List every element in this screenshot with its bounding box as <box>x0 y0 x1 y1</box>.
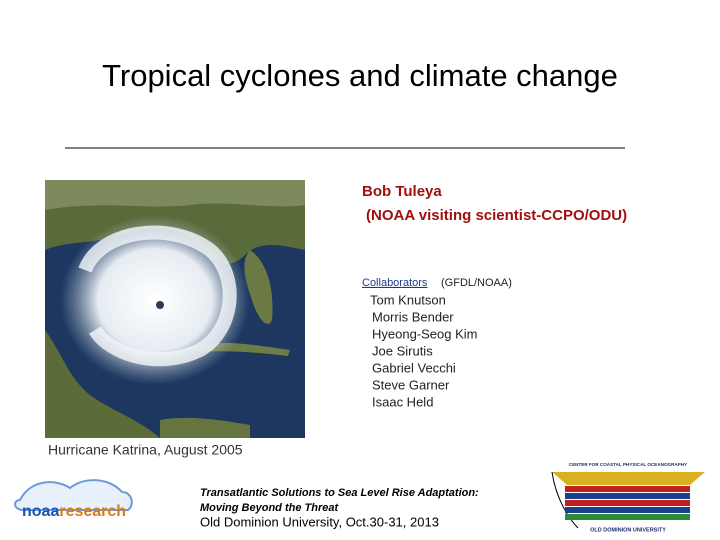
image-caption: Hurricane Katrina, August 2005 <box>48 442 243 458</box>
odu-logo-top: CENTER FOR COASTAL PHYSICAL OCEANOGRAPHY <box>569 462 687 467</box>
footer-line: Moving Beyond the Threat <box>200 502 339 514</box>
collaborators-affiliation: (GFDL/NOAA) <box>441 277 512 289</box>
noaa-logo: noaaresearch <box>14 479 133 520</box>
hurricane-image <box>45 180 305 438</box>
author-name: Bob Tuleya <box>362 183 442 200</box>
odu-logo: CENTER FOR COASTAL PHYSICAL OCEANOGRAPHY… <box>551 462 705 533</box>
collaborator-name: Joe Sirutis <box>372 343 433 358</box>
collaborator-name: Tom Knutson <box>370 292 446 307</box>
author-affiliation: (NOAA visiting scientist-CCPO/ODU) <box>366 207 627 224</box>
collaborator-list: Tom Knutson Morris Bender Hyeong-Seog Kim J… <box>370 292 478 409</box>
collaborator-name: Morris Bender <box>372 309 454 324</box>
footer-line: Old Dominion University, Oct.30-31, 2013 <box>200 514 439 529</box>
collaborators-label: Collaborators <box>362 277 428 289</box>
collaborator-name: Gabriel Vecchi <box>372 360 456 375</box>
collaborator-name: Steve Garner <box>372 377 450 392</box>
collaborator-name: Isaac Held <box>372 394 433 409</box>
odu-logo-bottom: OLD DOMINION UNIVERSITY <box>590 527 666 533</box>
footer-line: Transatlantic Solutions to Sea Level Ris… <box>200 487 479 499</box>
slide-title: Tropical cyclones and climate change <box>102 58 618 93</box>
noaa-logo-text: noaaresearch <box>22 503 126 520</box>
collaborator-name: Hyeong-Seog Kim <box>372 326 478 341</box>
